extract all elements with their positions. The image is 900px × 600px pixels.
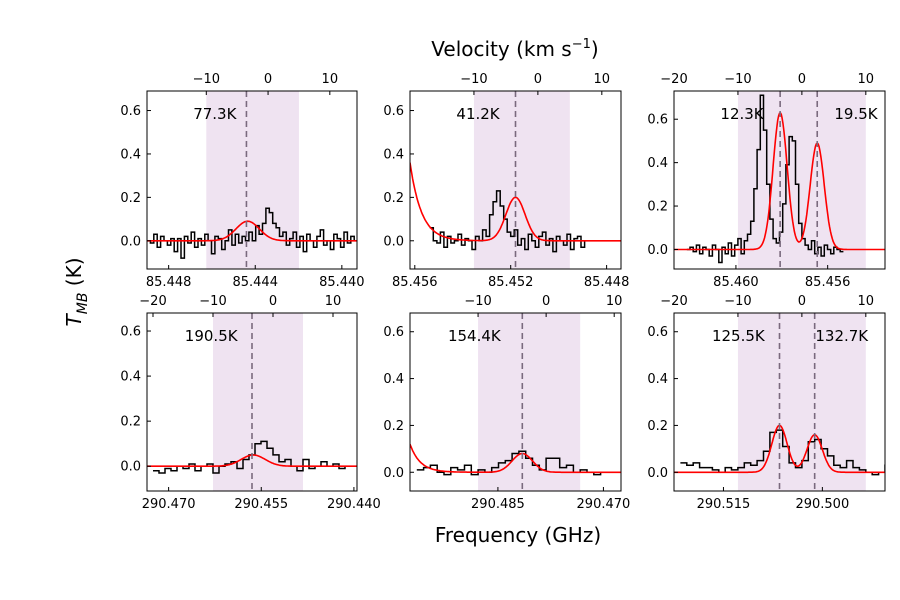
y-tick-label: 0.2 xyxy=(120,415,141,430)
temperature-annotation: 12.3K xyxy=(720,105,764,123)
freq-tick-label: 85.440 xyxy=(319,275,365,290)
freq-tick-label: 85.452 xyxy=(488,275,534,290)
freq-tick-label: 85.444 xyxy=(232,275,278,290)
shaded-region xyxy=(213,313,303,491)
panel-frame xyxy=(409,312,622,492)
y-tick-label: 0.4 xyxy=(120,147,141,162)
y-tick-label: 0.4 xyxy=(383,372,404,387)
y-tick-label: 0.4 xyxy=(647,372,668,387)
panels: 0.0 0.2 0.4 0.6 85.448 85.444 85.440 −10 0 10 77.3… xyxy=(120,72,886,512)
freq-tick-label: 290.485 xyxy=(471,497,525,512)
y-tick-label: 0.4 xyxy=(647,156,668,171)
vel-tick-label: 10 xyxy=(606,294,623,309)
y-tick-label: 0.6 xyxy=(120,325,141,340)
panel-1: 0.0 0.2 0.4 0.6 85.448 85.444 85.440 −10 0 10 77.3… xyxy=(120,72,364,290)
fit-line xyxy=(147,220,357,242)
vel-tick-label: 0 xyxy=(534,72,542,87)
y-tick-label: 0.2 xyxy=(647,419,668,434)
panel-4: 0.0 0.2 0.4 0.6 290.470 290.455 290.440 −20 −10 0… xyxy=(120,294,380,512)
y-tick-label: 0.0 xyxy=(647,466,668,481)
spectrum-line xyxy=(147,207,357,259)
plot-area xyxy=(410,313,621,491)
temperature-annotation: 19.5K xyxy=(834,105,878,123)
tmb-axis-title: TMB (K) xyxy=(62,258,91,327)
y-tick-label: 0.6 xyxy=(120,104,141,119)
panel-frame xyxy=(673,312,886,492)
y-tick-label: 0.4 xyxy=(120,370,141,385)
freq-tick-label: 85.460 xyxy=(713,275,759,290)
temperature-annotation: 154.4K xyxy=(448,327,502,345)
vel-tick-label: 10 xyxy=(858,294,875,309)
freq-tick-label: 290.515 xyxy=(697,497,751,512)
panel-2: 0.0 0.2 0.4 0.6 85.456 85.452 85.448 −10 0 10 41.2… xyxy=(383,72,629,290)
temperature-annotation: 41.2K xyxy=(456,105,500,123)
y-tick-label: 0.2 xyxy=(383,419,404,434)
panel-6: 0.0 0.2 0.4 0.6 290.515 290.500 −20 −10 0 10 125.5… xyxy=(647,294,886,512)
vel-tick-label: 10 xyxy=(858,72,875,87)
y-tick-label: 0.6 xyxy=(647,325,668,340)
panel-frame xyxy=(146,90,358,270)
vel-tick-label: −10 xyxy=(199,294,226,309)
plot-area xyxy=(674,91,885,269)
temperature-annotation: 125.5K xyxy=(712,327,766,345)
vel-tick-label: 0 xyxy=(264,72,272,87)
vel-tick-label: −20 xyxy=(660,294,687,309)
freq-tick-label: 290.500 xyxy=(795,497,849,512)
y-tick-label: 0.6 xyxy=(647,113,668,128)
vel-tick-label: −10 xyxy=(724,72,751,87)
y-tick-label: 0.0 xyxy=(647,243,668,258)
vel-tick-label: −20 xyxy=(139,294,166,309)
freq-tick-label: 85.456 xyxy=(805,275,851,290)
vel-tick-label: −10 xyxy=(464,294,491,309)
freq-tick-label: 290.455 xyxy=(234,497,288,512)
panel-5: 0.0 0.2 0.4 0.6 290.485 290.470 −10 0 10 154.4K xyxy=(383,294,630,512)
y-tick-label: 0.0 xyxy=(383,234,404,249)
vel-tick-label: 0 xyxy=(798,72,806,87)
fit-line xyxy=(410,443,621,474)
y-tick-label: 0.6 xyxy=(383,104,404,119)
plot-area xyxy=(674,313,885,491)
freq-tick-label: 290.470 xyxy=(577,497,631,512)
y-tick-label: 0.0 xyxy=(383,466,404,481)
freq-tick-label: 85.456 xyxy=(392,275,438,290)
vel-tick-label: −10 xyxy=(193,72,220,87)
freq-tick-label: 290.440 xyxy=(327,497,381,512)
y-tick-label: 0.0 xyxy=(120,234,141,249)
plot-area xyxy=(147,91,357,269)
temperature-annotation: 190.5K xyxy=(185,327,239,345)
velocity-axis-title: Velocity (km s−1) xyxy=(431,37,598,61)
vel-tick-label: −10 xyxy=(724,294,751,309)
fit-line xyxy=(410,162,621,242)
vel-tick-label: −20 xyxy=(660,72,687,87)
vel-tick-label: −10 xyxy=(460,72,487,87)
shaded-region xyxy=(478,313,581,491)
y-tick-label: 0.4 xyxy=(383,147,404,162)
temperature-annotation: 132.7K xyxy=(815,327,869,345)
y-tick-label: 0.0 xyxy=(120,460,141,475)
panel-3: 0.0 0.2 0.4 0.6 85.460 85.456 −20 −10 0 10 12.3K 19… xyxy=(647,72,886,290)
y-tick-label: 0.2 xyxy=(647,200,668,215)
vel-tick-label: 10 xyxy=(325,294,342,309)
y-tick-label: 0.2 xyxy=(120,191,141,206)
y-tick-label: 0.2 xyxy=(383,191,404,206)
freq-tick-label: 290.470 xyxy=(142,497,196,512)
freq-tick-label: 85.448 xyxy=(584,275,630,290)
freq-tick-label: 85.448 xyxy=(146,275,192,290)
panel-frame xyxy=(673,90,886,270)
vel-tick-label: 0 xyxy=(542,294,550,309)
plot-area xyxy=(410,91,621,269)
y-tick-label: 0.6 xyxy=(383,325,404,340)
panel-frame xyxy=(409,90,622,270)
plot-area xyxy=(147,313,357,491)
frequency-axis-title: Frequency (GHz) xyxy=(435,523,601,547)
vel-tick-label: 0 xyxy=(798,294,806,309)
temperature-annotation: 77.3K xyxy=(193,105,237,123)
vel-tick-label: 10 xyxy=(594,72,611,87)
vel-tick-label: 10 xyxy=(322,72,339,87)
panel-frame xyxy=(146,312,358,492)
vel-tick-label: 0 xyxy=(269,294,277,309)
